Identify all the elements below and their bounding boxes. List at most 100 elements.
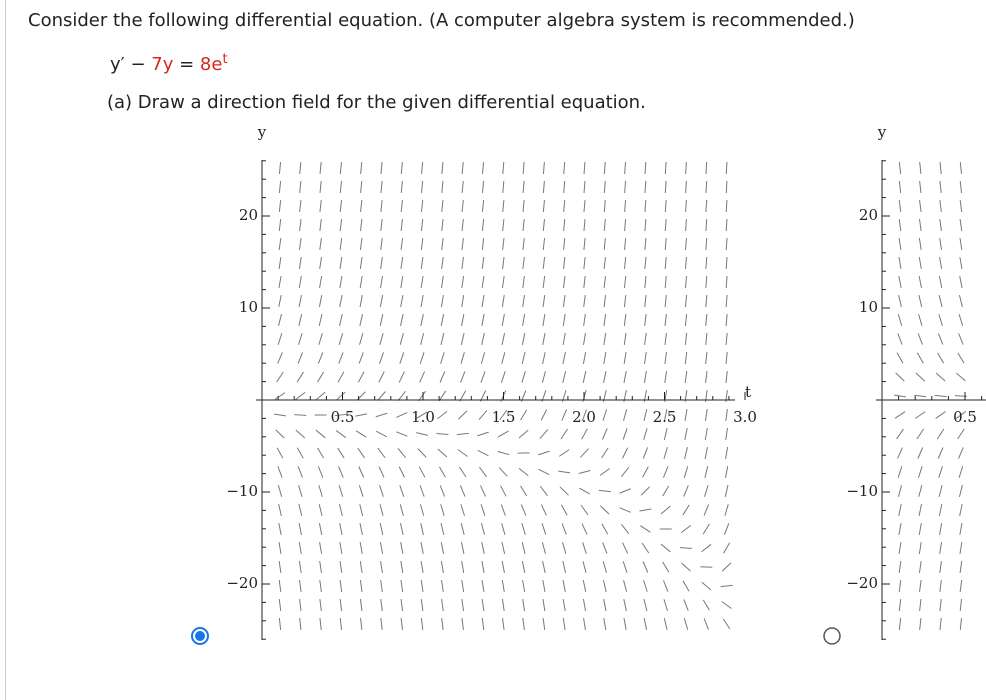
slope-mark xyxy=(501,294,505,308)
slope-mark xyxy=(437,411,448,419)
slope-mark xyxy=(481,275,485,289)
slope-mark xyxy=(662,561,670,573)
slope-mark xyxy=(603,199,606,213)
slope-mark xyxy=(641,542,650,554)
slope-mark xyxy=(379,542,384,554)
slope-mark xyxy=(660,505,671,515)
slope-mark xyxy=(339,276,343,288)
slope-mark xyxy=(319,256,322,270)
slope-mark xyxy=(298,295,302,307)
slope-mark xyxy=(664,180,667,194)
slope-mark xyxy=(581,428,588,440)
slope-mark xyxy=(339,256,343,270)
slope-mark xyxy=(522,161,525,175)
slope-mark xyxy=(295,391,306,401)
slope-mark xyxy=(379,485,384,497)
slope-mark xyxy=(936,428,945,440)
slope-mark xyxy=(522,598,525,612)
slope-mark xyxy=(294,414,307,416)
slope-mark xyxy=(562,561,567,573)
slope-mark xyxy=(619,488,631,494)
slope-mark xyxy=(481,333,485,345)
slope-mark xyxy=(380,180,383,194)
slope-mark xyxy=(701,581,712,591)
slope-mark xyxy=(480,523,486,535)
slope-mark xyxy=(396,431,408,437)
slope-mark xyxy=(705,370,708,384)
slope-mark xyxy=(916,428,925,440)
slope-mark xyxy=(278,560,282,574)
slope-mark xyxy=(915,411,926,419)
slope-mark xyxy=(339,598,343,612)
x-tick-label: 2.0 xyxy=(572,408,596,426)
slope-mark xyxy=(419,504,425,516)
slope-mark xyxy=(278,542,282,554)
slope-mark xyxy=(685,218,687,232)
slope-mark xyxy=(939,237,943,251)
slope-mark xyxy=(339,237,343,251)
slope-mark xyxy=(277,466,283,478)
slope-mark xyxy=(400,295,404,307)
slope-mark xyxy=(723,542,731,554)
slope-mark xyxy=(683,485,689,497)
slope-mark xyxy=(481,180,485,194)
slope-mark xyxy=(277,485,283,497)
slope-mark xyxy=(542,275,546,289)
y-axis-label: y xyxy=(877,123,887,141)
slope-mark xyxy=(705,180,708,194)
slope-mark xyxy=(502,180,505,194)
slope-mark xyxy=(501,352,506,364)
slope-mark xyxy=(918,314,923,326)
slope-mark xyxy=(664,332,667,346)
slope-mark xyxy=(955,411,967,419)
slope-mark xyxy=(380,256,383,270)
slope-mark xyxy=(297,352,304,364)
slope-mark xyxy=(959,541,963,555)
slope-mark xyxy=(481,237,485,251)
slope-mark xyxy=(918,276,922,288)
slope-mark xyxy=(664,370,668,384)
slope-mark xyxy=(299,218,302,232)
y-tick-label: 10 xyxy=(239,298,258,316)
slope-mark xyxy=(959,237,963,251)
slope-mark xyxy=(603,332,607,346)
slope-mark xyxy=(895,372,905,382)
slope-mark xyxy=(623,599,627,611)
slope-mark xyxy=(481,199,485,213)
slope-mark xyxy=(358,485,364,497)
slope-mark xyxy=(317,371,325,383)
slope-mark xyxy=(562,542,567,554)
slope-mark xyxy=(897,333,903,345)
slope-mark xyxy=(603,294,607,308)
slope-mark xyxy=(898,504,902,516)
slope-mark xyxy=(299,579,302,593)
slope-mark xyxy=(438,390,447,402)
slope-mark xyxy=(278,295,282,307)
slope-mark xyxy=(957,428,965,440)
slope-mark xyxy=(520,485,528,497)
slope-mark xyxy=(478,466,488,478)
radio[interactable] xyxy=(823,627,841,645)
slope-mark xyxy=(624,161,627,175)
slope-mark xyxy=(295,429,306,439)
slope-mark xyxy=(898,257,902,269)
slope-mark xyxy=(441,237,444,251)
slope-mark xyxy=(339,218,343,232)
slope-mark xyxy=(318,295,323,307)
slope-mark xyxy=(379,295,384,307)
slope-mark xyxy=(957,352,965,364)
x-tick-label: 1.5 xyxy=(492,408,516,426)
slope-mark xyxy=(916,352,924,364)
slope-mark xyxy=(360,199,363,213)
slope-mark xyxy=(480,485,486,497)
slope-mark xyxy=(663,447,668,459)
y-tick-label: −20 xyxy=(846,574,878,592)
eq-exp: t xyxy=(222,52,228,67)
slope-mark xyxy=(481,218,485,232)
slope-mark xyxy=(934,394,947,398)
left-border xyxy=(5,0,6,700)
slope-mark xyxy=(298,333,303,345)
slope-mark xyxy=(457,410,468,420)
slope-mark xyxy=(440,275,444,289)
